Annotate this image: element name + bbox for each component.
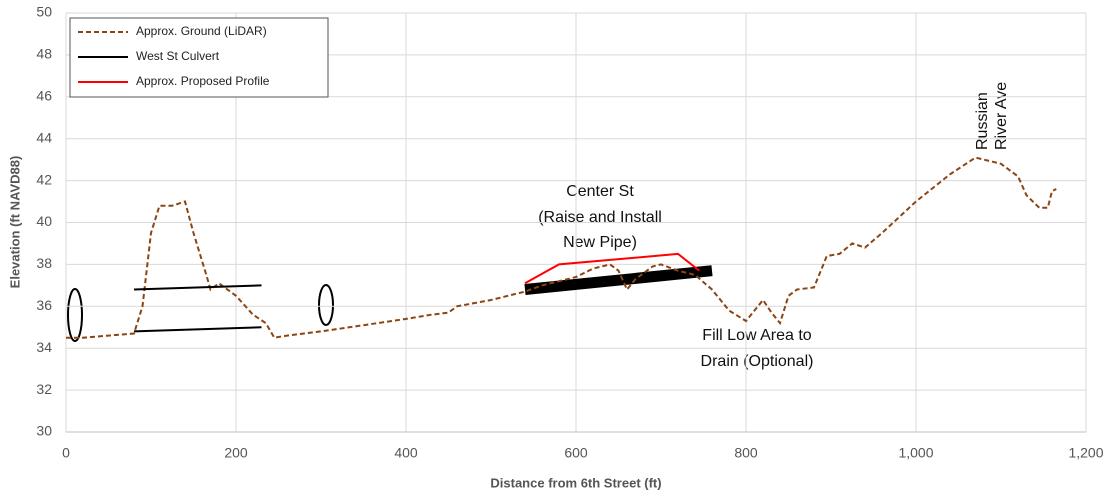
y-tick-label: 40 xyxy=(36,213,52,229)
legend-label: Approx. Proposed Profile xyxy=(136,74,270,88)
y-axis-title: Elevation (ft NAVD88) xyxy=(7,156,22,289)
annotation: River Ave xyxy=(993,82,1010,150)
annotation: New Pipe) xyxy=(563,234,637,251)
x-tick-label: 400 xyxy=(394,445,418,461)
series-line xyxy=(133,284,262,333)
pipe-opening xyxy=(67,288,83,342)
y-tick-label: 44 xyxy=(36,129,52,145)
y-tick-label: 46 xyxy=(36,88,52,104)
annotation: (Raise and Install xyxy=(538,209,662,226)
annotation: Drain (Optional) xyxy=(701,353,814,370)
y-tick-label: 30 xyxy=(36,423,52,439)
pipe xyxy=(524,265,713,295)
x-tick-label: 1,200 xyxy=(1068,445,1103,461)
y-tick-label: 38 xyxy=(36,255,52,271)
legend-label: West St Culvert xyxy=(136,49,220,63)
annotation: Fill Low Area to xyxy=(702,327,811,344)
x-tick-label: 600 xyxy=(564,445,588,461)
x-tick-label: 0 xyxy=(62,445,70,461)
legend-label: Approx. Ground (LiDAR) xyxy=(136,24,267,38)
series-line xyxy=(66,156,1057,339)
y-tick-label: 42 xyxy=(36,171,52,187)
y-tick-label: 34 xyxy=(36,339,52,355)
annotation: Russian xyxy=(974,92,991,150)
y-tick-label: 50 xyxy=(36,4,52,20)
x-tick-label: 800 xyxy=(734,445,758,461)
pipe-opening xyxy=(318,284,334,326)
y-tick-label: 32 xyxy=(36,381,52,397)
y-tick-label: 36 xyxy=(36,297,52,313)
y-tick-label: 48 xyxy=(36,46,52,62)
x-axis-title: Distance from 6th Street (ft) xyxy=(490,475,661,490)
x-tick-label: 200 xyxy=(224,445,248,461)
x-tick-label: 1,000 xyxy=(898,445,933,461)
annotation: Center St xyxy=(566,183,634,200)
